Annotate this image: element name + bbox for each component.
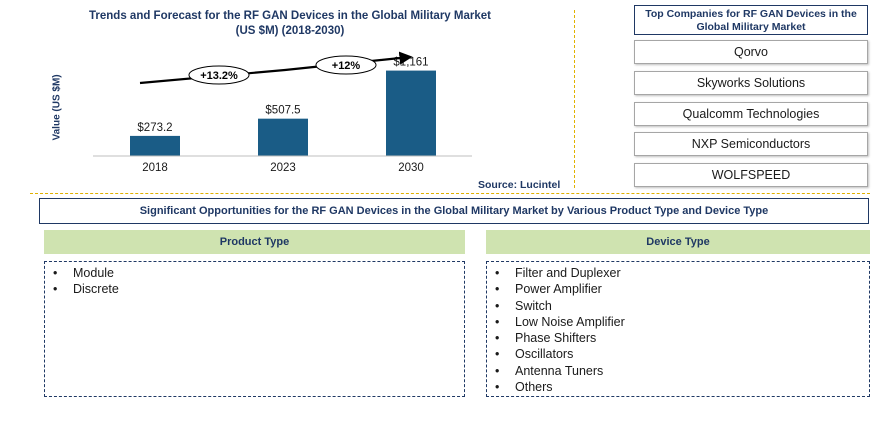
list-item-label: Filter and Duplexer — [515, 266, 621, 280]
list-item-label: Power Amplifier — [515, 282, 602, 297]
bar-value-label: $507.5 — [265, 105, 300, 117]
growth-badge — [188, 65, 250, 85]
company-item: Qualcomm Technologies — [634, 102, 868, 126]
list-item-label: Module — [73, 266, 114, 280]
device-type-list: • Filter and Duplexer • Power Amplifier • S… — [486, 261, 870, 397]
list-item: • Discrete — [53, 282, 119, 297]
chart-title-line1: Trends and Forecast for the RF GAN Devic… — [89, 10, 491, 22]
chart-source: Source: Lucintel — [478, 179, 561, 191]
vertical-divider — [574, 10, 575, 188]
x-tick-label: 2018 — [142, 162, 168, 174]
list-item: • Phase Shifters — [495, 331, 597, 346]
list-item: • Filter and Duplexer — [495, 266, 621, 280]
bar — [258, 118, 308, 156]
list-item: • Oscillators — [495, 347, 574, 362]
horizontal-divider — [30, 193, 870, 194]
list-item-label: Antenna Tuners — [515, 363, 604, 378]
company-item: Qorvo — [634, 40, 868, 64]
growth-label: +13.2% — [200, 70, 238, 82]
list-item: • Low Noise Amplifier — [495, 314, 625, 329]
x-tick-label: 2030 — [398, 162, 424, 174]
bar-value-label: $273.2 — [137, 122, 172, 134]
list-item: • Others — [495, 380, 553, 395]
chart-title-line2: (US $M) (2018-2030) — [235, 25, 345, 37]
list-item-label: Low Noise Amplifier — [515, 314, 625, 329]
product-type-header: Product Type — [44, 230, 465, 254]
company-item: Skyworks Solutions — [634, 71, 868, 95]
list-item: • Power Amplifier — [495, 282, 602, 297]
bar — [130, 135, 180, 156]
product-type-list: • Module • Discrete — [44, 261, 465, 397]
list-item: • Module — [53, 266, 114, 280]
list-item: • Switch — [495, 298, 552, 313]
chart-title: Trends and Forecast for the RF GAN Devic… — [80, 9, 500, 39]
list-item-label: Oscillators — [515, 347, 574, 362]
list-item-label: Phase Shifters — [515, 331, 597, 346]
bar — [386, 70, 436, 156]
growth-badge — [315, 55, 377, 75]
list-item-label: Switch — [515, 298, 552, 313]
top-companies-title: Top Companies for RF GAN Devices in the … — [634, 5, 868, 35]
x-tick-label: 2023 — [270, 162, 296, 174]
company-item: WOLFSPEED — [634, 163, 868, 187]
list-item-label: Discrete — [73, 282, 119, 297]
device-type-header: Device Type — [486, 230, 870, 254]
list-item-label: Others — [515, 380, 553, 395]
company-item: NXP Semiconductors — [634, 132, 868, 156]
growth-label: +12% — [332, 60, 361, 72]
opportunities-title: Significant Opportunities for the RF GAN… — [39, 198, 869, 224]
list-item: • Antenna Tuners — [495, 363, 604, 378]
